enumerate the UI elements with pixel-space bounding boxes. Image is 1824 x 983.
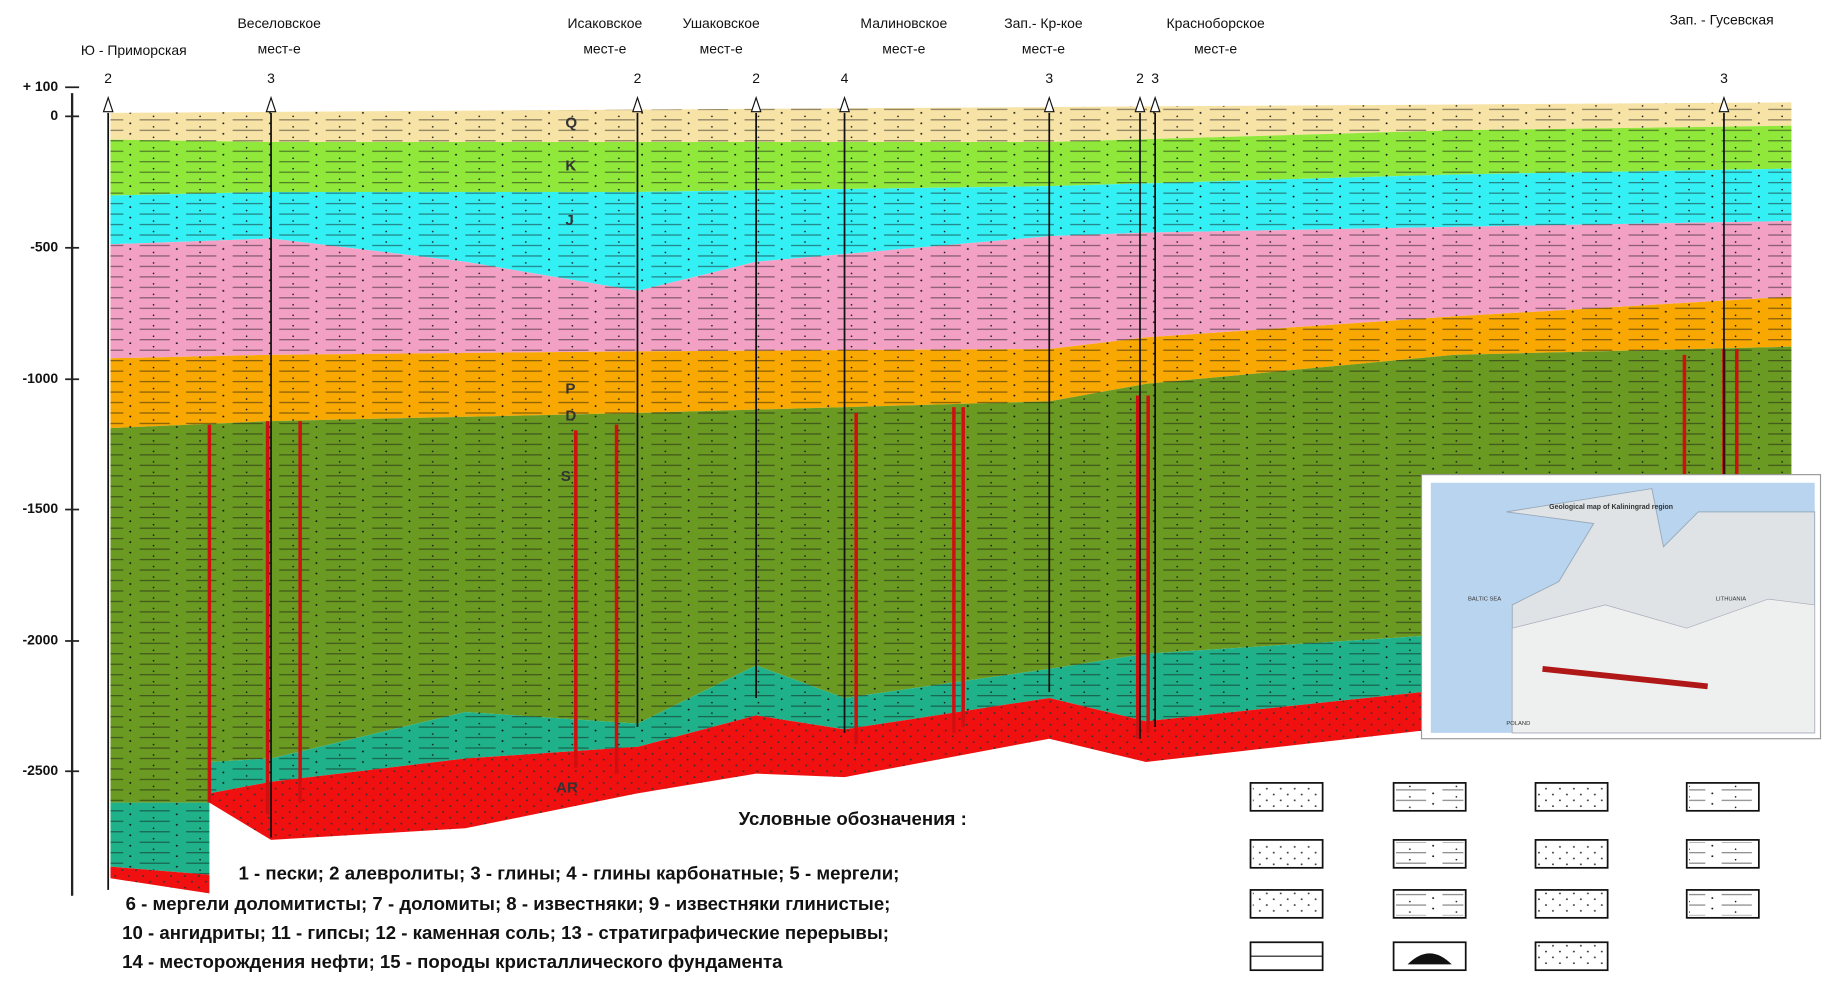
legend-symbol-mark (1253, 842, 1320, 865)
legend-symbol-mark (1253, 785, 1320, 808)
legend-symbol-mark (1396, 842, 1463, 865)
well-head (751, 98, 760, 112)
depth-label: -1000 (23, 370, 59, 386)
well-head (104, 98, 113, 112)
well-name: Исаковское (568, 15, 643, 31)
legend-line: 14 - месторождения нефти; 15 - породы кр… (122, 951, 783, 972)
depth-labels: + 100 0 -500 -1000 -1500 -2000 -2500 (23, 78, 80, 778)
well-name: Красноборское (1166, 15, 1264, 31)
inset-map: Geological map of Kaliningrad region BAL… (1422, 475, 1821, 739)
well-name: мест-е (258, 41, 301, 57)
cross-section: Ю - Приморская 2 Веселовское мест-е 3 Исаковс… (0, 0, 1824, 983)
well-name: Ушаковское (683, 15, 760, 31)
layer-label: P (565, 381, 575, 398)
well-head (633, 98, 642, 112)
well-number: 4 (841, 70, 849, 86)
inset-title: Geological map of Kaliningrad region (1549, 504, 1673, 511)
layer-label: K (565, 157, 576, 174)
depth-label: -500 (30, 238, 58, 254)
well-head (840, 98, 849, 112)
depth-label: 0 (50, 107, 58, 123)
layer-label: AR (556, 780, 578, 797)
well-name: Малиновское (860, 15, 947, 31)
legend-symbol-mark (1689, 785, 1756, 808)
well-name: мест-е (1022, 41, 1065, 57)
well-number: 3 (1045, 70, 1053, 86)
well-name: мест-е (1194, 41, 1237, 57)
well-name: Веселовское (238, 15, 322, 31)
legend-symbols (1251, 783, 1759, 970)
well-name: мест-е (882, 41, 925, 57)
legend-line: 1 - пески; 2 алевролиты; 3 - глины; 4 - … (238, 863, 899, 884)
legend-line: 6 - мергели доломитисты; 7 - доломиты; 8… (126, 893, 891, 914)
legend-symbol-mark (1396, 892, 1463, 915)
legend-symbol-mark (1396, 785, 1463, 808)
well-name: Зап.- Кр-кое (1004, 15, 1083, 31)
well-number: 2 (752, 70, 760, 86)
inset-label: LITHUANIA (1716, 597, 1746, 603)
layer-label: J (565, 212, 573, 229)
well-name: Зап. - Гусевская (1670, 12, 1774, 28)
well-name: мест-е (583, 41, 626, 57)
well-head (1135, 98, 1144, 112)
layer-label: Q (565, 114, 577, 131)
depth-label: -2500 (23, 762, 59, 778)
well-number: 3 (267, 70, 275, 86)
legend-symbol-mark (1538, 892, 1605, 915)
well-head (1150, 98, 1159, 112)
legend-symbol-mark (1689, 842, 1756, 865)
well-number: 3 (1151, 70, 1159, 86)
legend-title: Условные обозначения : (739, 808, 967, 829)
legend-line: 10 - ангидриты; 11 - гипсы; 12 - каменна… (122, 922, 889, 943)
legend-symbol-mark (1538, 785, 1605, 808)
well-name: мест-е (700, 41, 743, 57)
well-head (266, 98, 275, 112)
well-number: 2 (634, 70, 642, 86)
legend-symbol-mark (1538, 945, 1605, 968)
depth-label: -2000 (23, 632, 59, 648)
page: {"wells": [ {"name": ["Ю - Приморская"],… (0, 0, 1824, 983)
well-name: Ю - Приморская (81, 42, 187, 58)
layer-label: D (565, 407, 576, 424)
well-number: 2 (104, 70, 112, 86)
layer-label: S (561, 468, 571, 485)
inset-label: BALTIC SEA (1468, 597, 1501, 603)
well-head (1045, 98, 1054, 112)
legend-symbol-mark (1689, 892, 1756, 915)
well-number: 2 (1136, 70, 1144, 86)
well-number: 3 (1720, 70, 1728, 86)
depth-label: + 100 (23, 78, 59, 94)
depth-label: -1500 (23, 500, 59, 516)
inset-label: POLAND (1506, 721, 1530, 727)
legend-symbol-mark (1538, 842, 1605, 865)
legend-symbol-mark (1253, 892, 1320, 915)
